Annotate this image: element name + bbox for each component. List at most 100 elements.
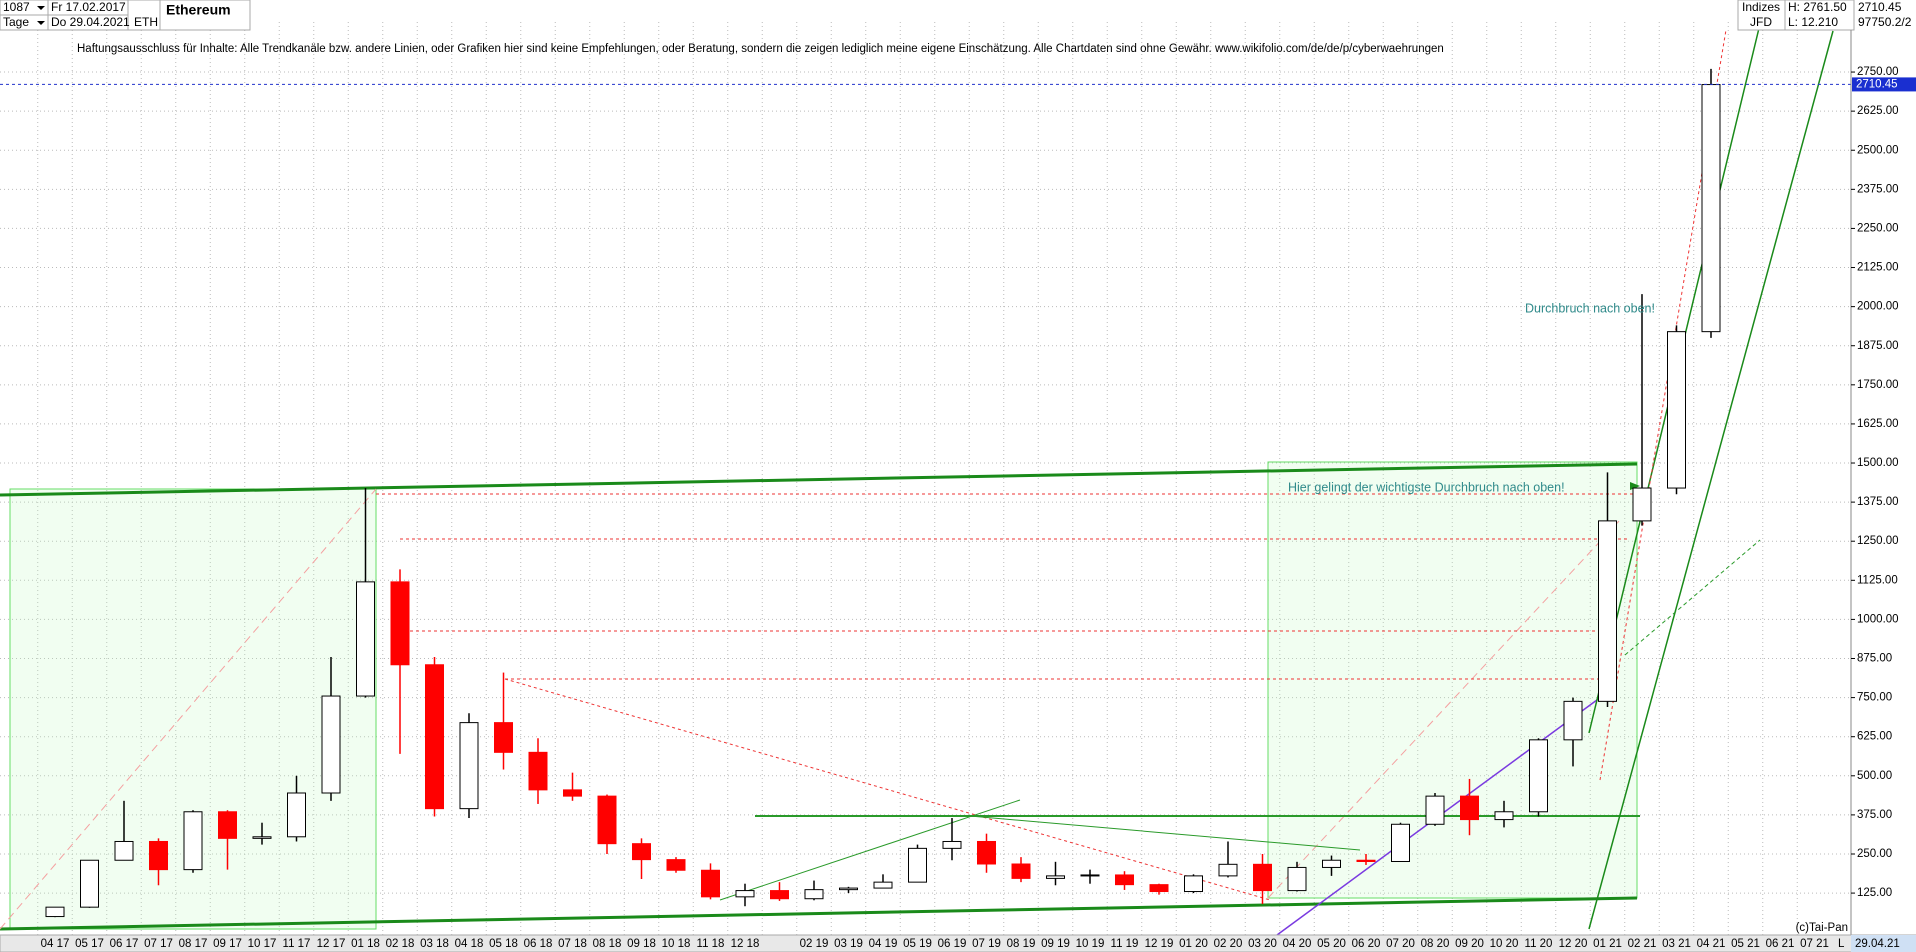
candle-body (528, 751, 548, 791)
y-tick-label: 750.00 (1857, 692, 1892, 704)
candle-body (1667, 331, 1686, 489)
x-tick-label: 03 21 (1662, 938, 1691, 950)
high-info: H: 2761.50 (1788, 0, 1847, 14)
x-tick-label: 03 20 (1248, 938, 1277, 950)
candle-body (597, 795, 617, 845)
candle-body (390, 581, 410, 666)
x-tick-label: 01 18 (351, 938, 380, 950)
x-tick-label: 12 18 (731, 938, 760, 950)
y-tick-label: 500.00 (1857, 770, 1892, 782)
candle-body (1701, 84, 1721, 333)
candle-body (494, 722, 513, 753)
x-tick-label: 09 17 (213, 938, 242, 950)
x-tick-label: 08 18 (593, 938, 622, 950)
x-tick-label: 07 17 (144, 938, 173, 950)
trend-line (719, 799, 1021, 901)
trend-line (0, 462, 1638, 497)
x-tick-label: 09 20 (1455, 938, 1484, 950)
x-tick-label: 04 20 (1283, 938, 1312, 950)
disclaimer: Haftungsausschluss für Inhalte: Alle Tre… (77, 43, 1444, 55)
candle-body (563, 789, 582, 797)
x-tick-label: 07 21 (1800, 938, 1829, 950)
x-tick-label: 11 19 (1111, 938, 1139, 950)
x-tick-label: 07 20 (1386, 938, 1415, 950)
end-date: Do 29.04.2021 (51, 15, 130, 29)
candle-body (666, 859, 686, 871)
candle-body (1632, 487, 1652, 522)
x-tick-label: 02 18 (386, 938, 415, 950)
candle-body (770, 890, 789, 900)
x-axis: 04 17 05 17 06 17 07 17 08 17 09 17 10 17 11 17… (41, 938, 1829, 950)
y-tick-label: 2000.00 (1857, 301, 1899, 313)
y-tick-label: 250.00 (1857, 848, 1892, 860)
trend-line (1267, 519, 1621, 899)
dropdown-arrow (37, 21, 45, 25)
x-tick-label: 11 20 (1525, 938, 1553, 950)
candle-body (873, 881, 893, 889)
y-tick-label: 1375.00 (1857, 496, 1899, 508)
x-tick-label: 09 19 (1041, 938, 1070, 950)
candle-body (977, 840, 996, 865)
x-tick-label: 07 19 (972, 938, 1001, 950)
price-tag-label: 2710.45 (1856, 78, 1898, 90)
candle-body (1598, 520, 1617, 702)
low-info: L: 12.210 (1788, 15, 1838, 29)
x-tick-label: 10 20 (1490, 938, 1519, 950)
candle-body (701, 869, 720, 898)
x-tick-label: 01 21 (1593, 938, 1622, 950)
x-tick-label: 03 18 (420, 938, 449, 950)
candle-body (1391, 823, 1410, 862)
y-tick-label: 1125.00 (1857, 574, 1898, 586)
candle-body (839, 887, 858, 891)
candle-body (1149, 884, 1169, 893)
y-tick-label: 1625.00 (1857, 418, 1899, 430)
channel-line (1588, 30, 1834, 930)
x-tick-label: 04 19 (869, 938, 898, 950)
channel-line (1599, 29, 1727, 781)
scale-mode: L (1838, 938, 1845, 950)
candle-body (735, 890, 755, 898)
candle-body (1184, 875, 1203, 893)
candle-body (1529, 739, 1548, 813)
candle-body (114, 840, 134, 861)
x-axis-strip (0, 934, 1916, 952)
price-tag (1852, 77, 1916, 92)
candle-body (1425, 795, 1445, 825)
y-tick-label: 2375.00 (1857, 183, 1899, 195)
candle-body (218, 811, 237, 839)
candle-body (908, 847, 927, 883)
x-tick-label: 12 17 (317, 938, 346, 950)
chart-title: Ethereum (166, 2, 231, 18)
candle-body (287, 792, 306, 838)
candle-body (1494, 811, 1514, 821)
x-tick-label: 08 17 (179, 938, 208, 950)
candle-body (1046, 875, 1065, 879)
y-tick-label: 125.00 (1857, 887, 1892, 899)
annotation: Hier gelingt der wichtigste Durchbruch n… (1288, 480, 1565, 494)
y-tick-label: 1000.00 (1857, 613, 1899, 625)
grid (0, 22, 1851, 935)
x-tick-label: 08 20 (1421, 938, 1450, 950)
trend-line (0, 488, 377, 930)
x-tick-label: 07 18 (558, 938, 587, 950)
x-tick-label: 10 19 (1076, 938, 1105, 950)
x-tick-label: 11 17 (283, 938, 311, 950)
x-tick-label: 04 21 (1697, 938, 1726, 950)
candle-body (425, 664, 444, 810)
start-date: Fr 17.02.2017 (51, 0, 126, 14)
candle-body (252, 836, 272, 839)
candle-body (1218, 863, 1238, 877)
candle-body (356, 581, 375, 697)
y-tick-label: 2625.00 (1857, 105, 1899, 117)
candle-body (942, 840, 962, 849)
candle-body (183, 811, 203, 871)
footer-date: 29.04.21 (1855, 938, 1900, 950)
x-tick-label: 03 19 (834, 938, 863, 950)
x-tick-label: 06 20 (1352, 938, 1381, 950)
x-tick-label: 10 17 (248, 938, 277, 950)
trend-line (504, 678, 1271, 901)
candle-body (1080, 874, 1100, 877)
candle-body (459, 722, 479, 810)
candle-body (804, 889, 824, 900)
